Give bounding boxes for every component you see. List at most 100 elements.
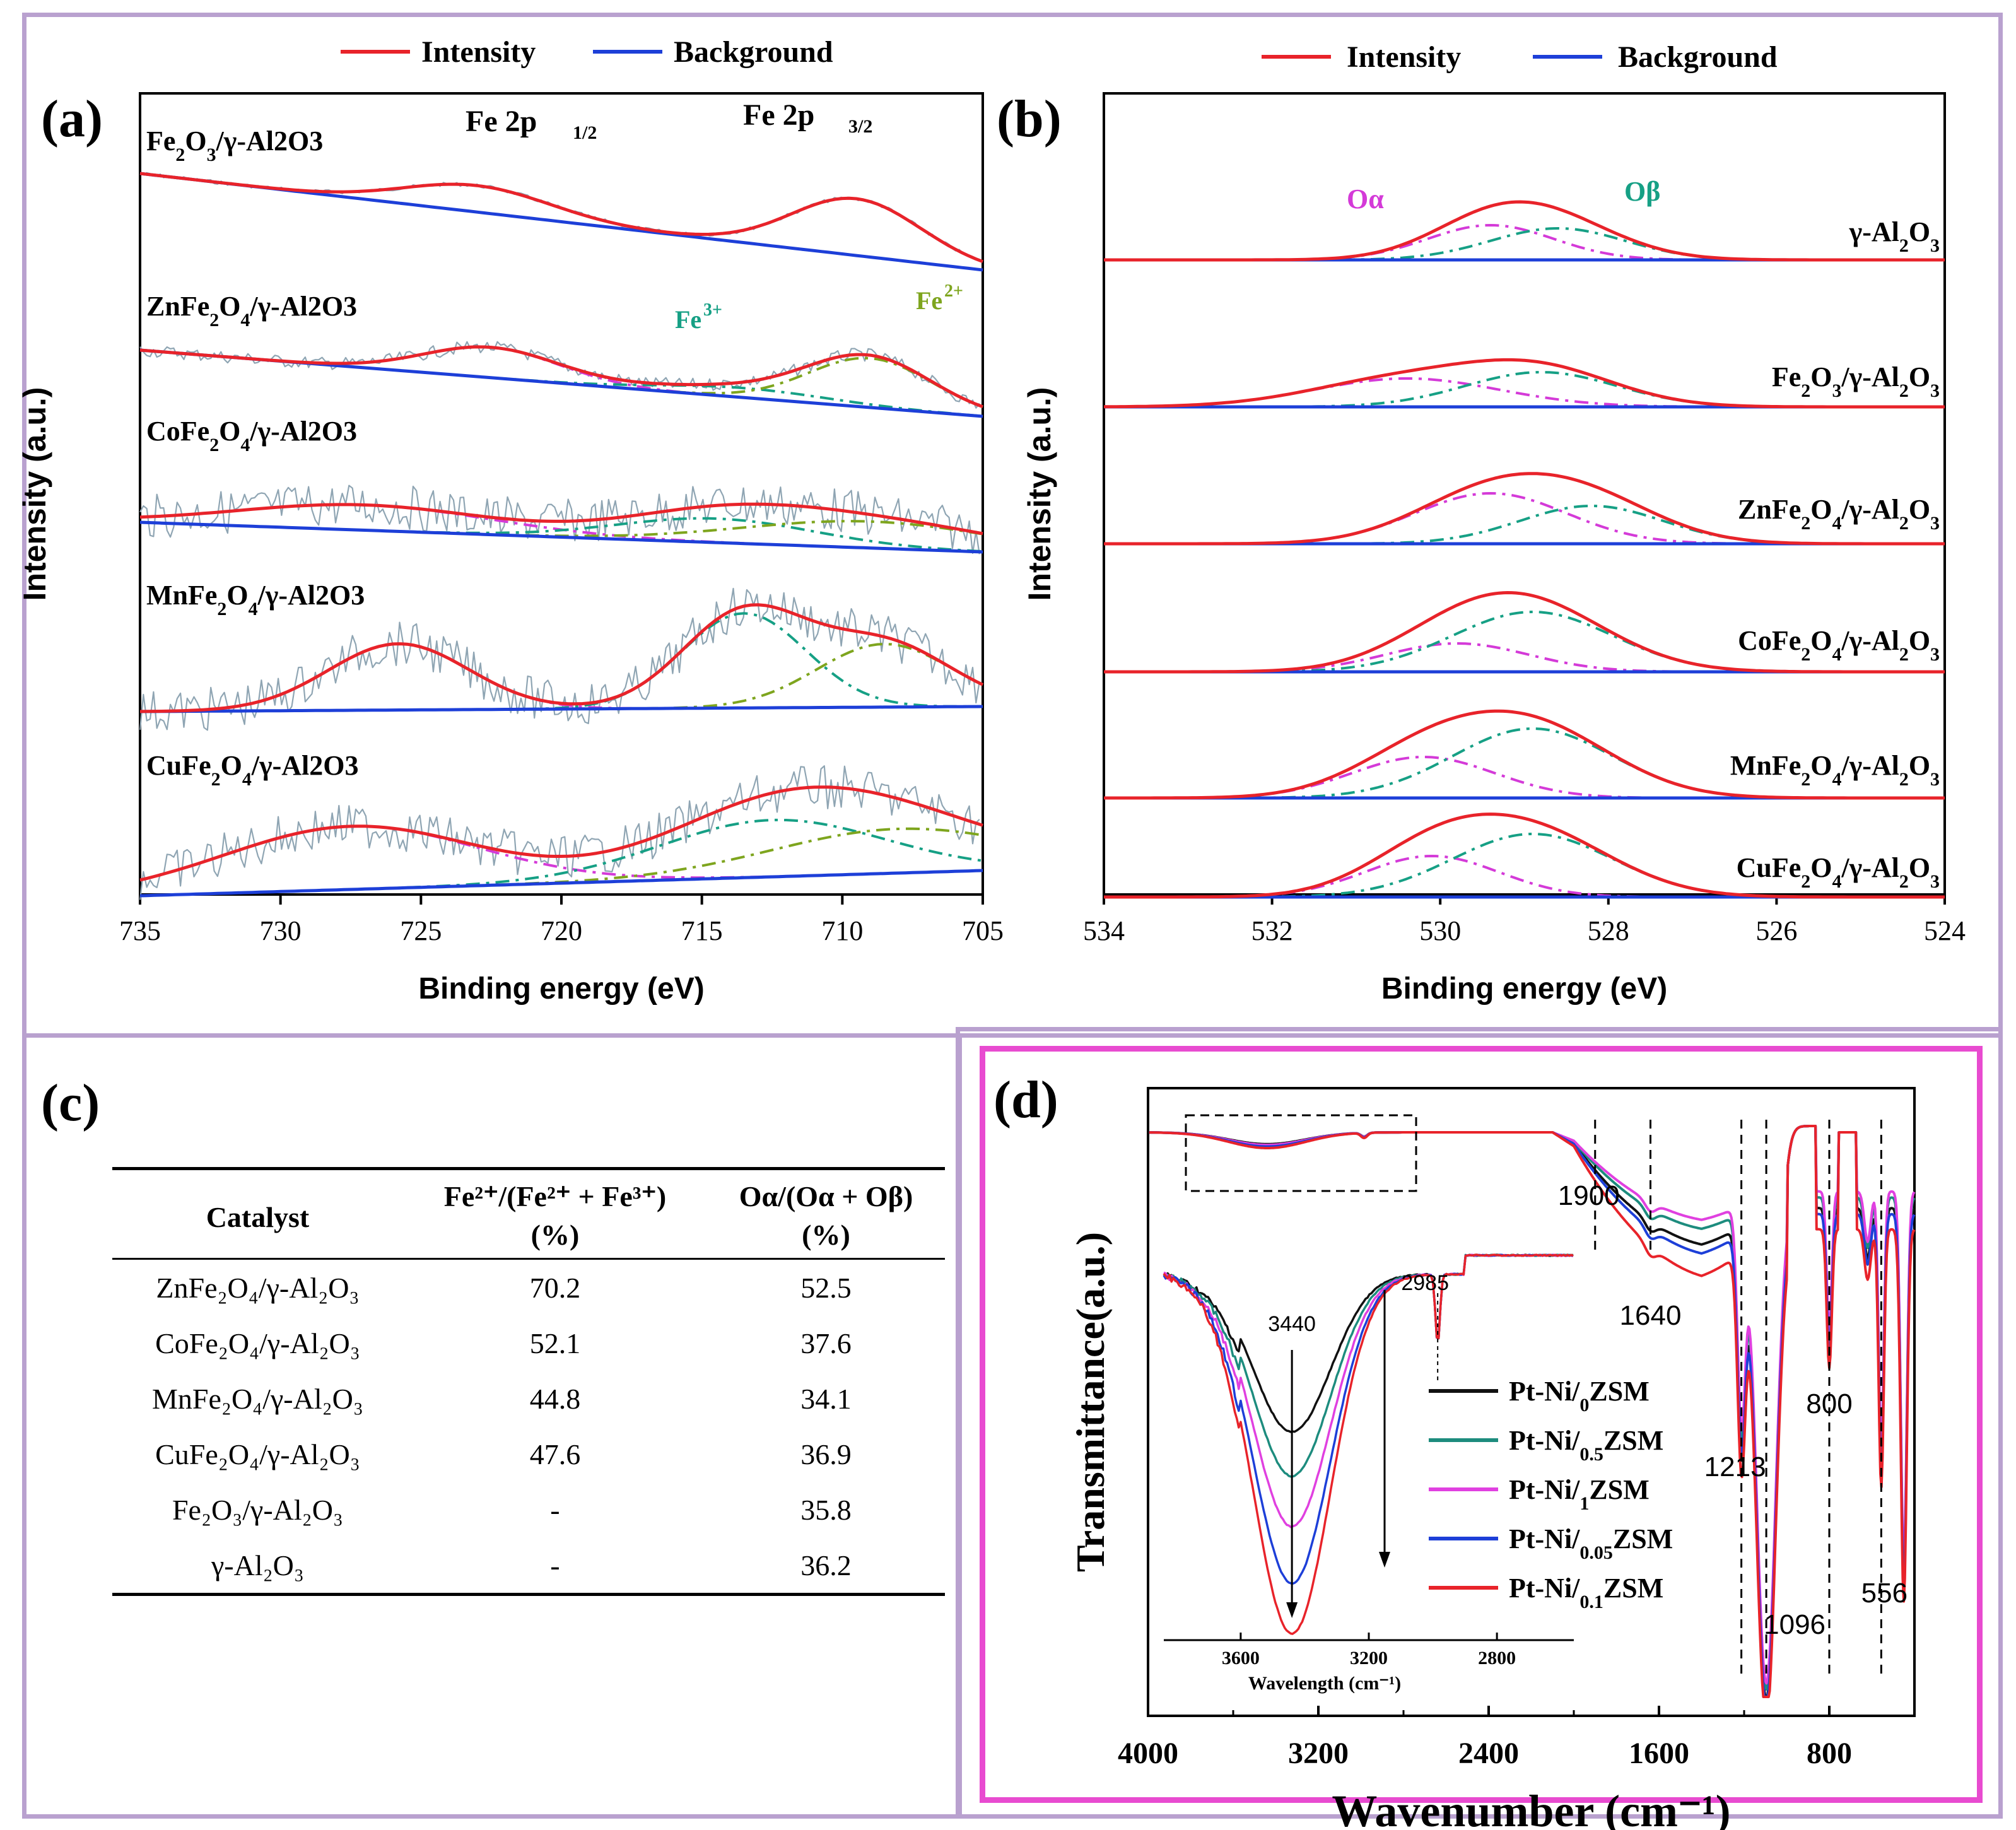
cell-catalyst: ZnFe₂O₄/γ-Al₂O₃ xyxy=(156,1271,360,1304)
sample-label: ZnFe2O4/γ-Al2O3 xyxy=(1738,494,1940,534)
sample-label: ZnFe2O4/γ-Al2O3 xyxy=(146,291,357,331)
intensity-fit-3 xyxy=(139,603,984,713)
ratio-table: Catalyst Fe²⁺/(Fe²⁺ + Fe³⁺) Oα/(Oα + Oβ)… xyxy=(112,1167,945,1596)
x-axis-label: Binding energy (eV) xyxy=(1381,972,1667,1006)
cell-o: 52.5 xyxy=(800,1271,852,1304)
y-axis-label: Intensity (a.u.) xyxy=(17,387,52,601)
panel-label-b: (b) xyxy=(997,90,1062,148)
cell-catalyst: γ-Al₂O₃ xyxy=(112,1537,403,1596)
table-row: γ-Al₂O₃ -36.2 xyxy=(112,1537,945,1596)
panel-label-c: (c) xyxy=(41,1074,100,1132)
intensity-fit-4 xyxy=(1104,709,1945,800)
panel-a-tick-label: 725 xyxy=(400,915,442,946)
peak-label-ob: Oβ xyxy=(1624,176,1660,207)
peak-label-fe2p32-sub: 3/2 xyxy=(848,116,872,137)
cell-fe: 52.1 xyxy=(529,1327,581,1359)
peak-label-fe3: Fe xyxy=(675,305,701,334)
peak-label: 1900 xyxy=(1558,1180,1620,1211)
panel-b-tick-label: 532 xyxy=(1251,915,1293,946)
peak-label: 1213 xyxy=(1704,1452,1766,1482)
intensity-fit-0 xyxy=(139,172,983,264)
legend-intensity-label: Intensity xyxy=(421,35,536,69)
cell-fe: - xyxy=(402,1537,707,1596)
fit-component-4-0 xyxy=(139,824,983,882)
cell-fe: 70.2 xyxy=(529,1271,581,1304)
header-o-unit: (%) xyxy=(707,1216,945,1260)
panel-d-tick-label: 2400 xyxy=(1458,1737,1519,1770)
cell-catalyst: MnFe₂O₄/γ-Al₂O₃ xyxy=(152,1382,363,1415)
header-fe-unit: (%) xyxy=(402,1216,707,1260)
inset-tick-label: 3600 xyxy=(1222,1648,1260,1669)
sample-label: CoFe2O4/γ-Al2O3 xyxy=(1738,625,1940,665)
zoom-box xyxy=(1185,1114,1417,1192)
inset-series-4 xyxy=(1163,1253,1574,1635)
table-row: ZnFe₂O₄/γ-Al₂O₃ 70.2 52.5 xyxy=(112,1259,945,1316)
intensity-fit-2 xyxy=(1104,472,1945,546)
background-line-2 xyxy=(139,520,983,554)
panel-b-axes xyxy=(1103,92,1946,896)
x-axis-label: Wavenumber (cm⁻¹) xyxy=(1332,1786,1730,1830)
inset-tick-label: 3200 xyxy=(1350,1648,1388,1669)
panel-a-tick-label: 705 xyxy=(962,915,1004,946)
intensity-fit-1 xyxy=(1104,358,1945,409)
cell-fe: - xyxy=(550,1493,560,1526)
cell-catalyst: Fe₂O₃/γ-Al₂O₃ xyxy=(172,1493,343,1526)
raw-spectrum-2 xyxy=(139,484,980,554)
fit-component-3-2 xyxy=(139,642,983,713)
y-axis-label: Intensity (a.u.) xyxy=(1022,387,1057,601)
sample-label: Fe2O3/γ-Al2O3 xyxy=(1772,361,1940,401)
panel-b-tick-label: 530 xyxy=(1419,915,1461,946)
panel-a-tick-label: 730 xyxy=(260,915,302,946)
peak-label-fe2: Fe xyxy=(916,286,942,315)
inset-peak-label-3440: 3440 xyxy=(1268,1312,1316,1336)
table-row: CuFe₂O₄/γ-Al₂O₃ 47.6 36.9 xyxy=(112,1426,945,1482)
panel-d-axes xyxy=(1147,1087,1916,1717)
inset-arrow-head xyxy=(1286,1602,1298,1618)
peak-label: 800 xyxy=(1806,1388,1852,1419)
oa-component-0 xyxy=(1104,224,1945,261)
table-row: CoFe₂O₄/γ-Al₂O₃ 52.1 37.6 xyxy=(112,1315,945,1371)
cell-o: 36.2 xyxy=(707,1537,945,1596)
intensity-fit-4 xyxy=(139,785,983,882)
peak-label-fe2-sup: 2+ xyxy=(944,281,963,301)
cell-catalyst: CoFe₂O₄/γ-Al₂O₃ xyxy=(155,1327,360,1359)
panel-d-tick-label: 4000 xyxy=(1118,1737,1178,1770)
header-catalyst: Catalyst xyxy=(112,1167,403,1260)
panel-d-tick-label: 3200 xyxy=(1288,1737,1349,1770)
cell-catalyst: CuFe₂O₄/γ-Al₂O₃ xyxy=(155,1438,360,1470)
panel-b-tick-label: 524 xyxy=(1924,915,1966,946)
panel-b-tick-label: 534 xyxy=(1083,915,1125,946)
peak-label-fe2p12: Fe 2p xyxy=(466,105,537,138)
peak-label-oa: Oα xyxy=(1347,184,1384,214)
panel-label-a: (a) xyxy=(41,90,103,148)
legend-label-2: Pt-Ni/1ZSM xyxy=(1509,1474,1650,1514)
frame-ab xyxy=(22,13,2003,1038)
sample-label: CuFe2O4/γ-Al2O3 xyxy=(1737,852,1940,892)
cell-fe: 44.8 xyxy=(529,1382,581,1415)
cell-o: 37.6 xyxy=(800,1327,852,1359)
panel-a-tick-label: 715 xyxy=(681,915,723,946)
panel-a-tick-label: 710 xyxy=(821,915,863,946)
inset-arrow-head xyxy=(1379,1552,1390,1568)
sample-label: MnFe2O4/γ-Al2O3 xyxy=(1730,750,1940,790)
legend-label-0: Pt-Ni/0ZSM xyxy=(1509,1376,1650,1416)
intensity-fit-5 xyxy=(1104,812,1945,899)
background-line-3 xyxy=(139,705,983,713)
ob-component-0 xyxy=(1104,227,1945,261)
peak-label-fe3-sup: 3+ xyxy=(703,300,722,320)
peak-label: 1096 xyxy=(1764,1609,1826,1640)
intensity-fit-0 xyxy=(1104,200,1945,262)
panel-a-tick-label: 735 xyxy=(119,915,161,946)
ftir-series-1 xyxy=(1149,1125,1916,1691)
header-fe-ratio: Fe²⁺/(Fe²⁺ + Fe³⁺) xyxy=(402,1167,707,1216)
panel-d-tick-label: 1600 xyxy=(1629,1737,1689,1770)
table-row: Fe₂O₃/γ-Al₂O₃ - 35.8 xyxy=(112,1482,945,1537)
legend-background-label: Background xyxy=(674,35,833,69)
peak-label-fe2p32: Fe 2p xyxy=(743,98,814,132)
x-axis-label: Binding energy (eV) xyxy=(418,972,704,1006)
frame-d xyxy=(980,1046,1983,1803)
y-axis-label: Transmittance(a.u.) xyxy=(1068,1232,1113,1572)
sample-label: γ-Al2O3 xyxy=(1849,216,1940,256)
intensity-fit-1 xyxy=(139,345,983,409)
